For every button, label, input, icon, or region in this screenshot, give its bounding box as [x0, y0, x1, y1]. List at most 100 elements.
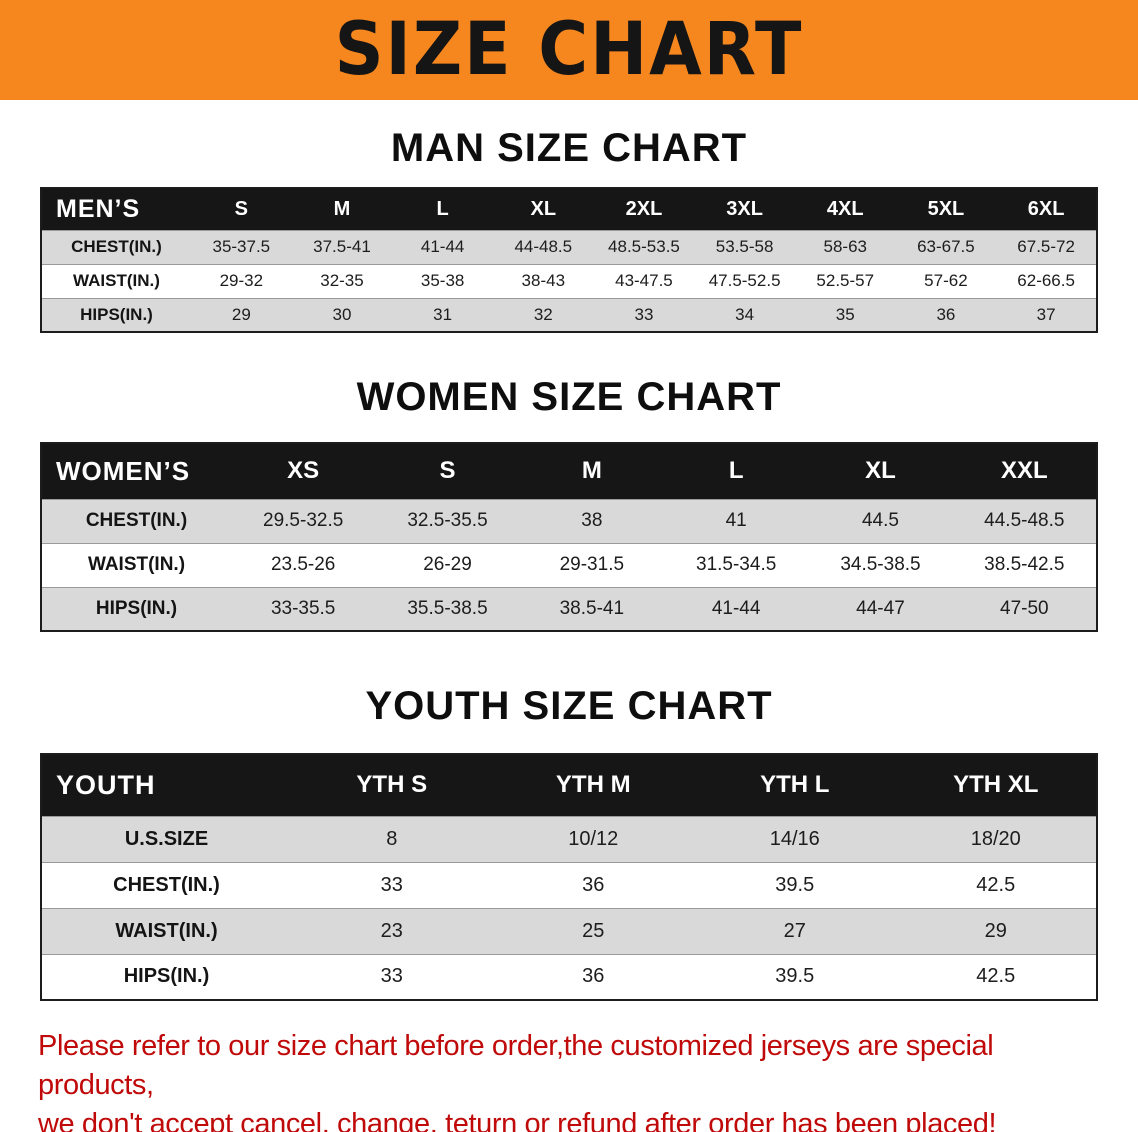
table-row: HIPS(IN.) 33-35.5 35.5-38.5 38.5-41 41-44 44-…	[41, 587, 1097, 631]
size-column-header: XL	[865, 457, 896, 485]
size-column-header: 6XL	[1027, 197, 1065, 220]
size-value-cell: 42.5	[976, 965, 1016, 988]
size-value-cell: 35-37.5	[212, 237, 271, 256]
women-size-chart-heading: WOMEN SIZE CHART	[356, 375, 782, 419]
row-label: U.S.SIZE	[124, 827, 209, 850]
size-value-cell: 32	[533, 304, 553, 324]
size-value-cell: 35.5-38.5	[407, 597, 488, 619]
size-value-cell: 41-44	[420, 237, 465, 256]
disclaimer-line-2: we don't accept cancel, change, teturn o…	[38, 1108, 997, 1132]
size-value-cell: 44.5-48.5	[984, 510, 1065, 531]
size-value-cell: 30	[332, 304, 352, 324]
size-value-cell: 31.5-34.5	[696, 554, 777, 575]
table-row: HIPS(IN.) 33 36 39.5 42.5	[41, 954, 1097, 1000]
size-value-cell: 34	[735, 304, 755, 324]
size-value-cell: 44-48.5	[514, 237, 573, 256]
table-row: HIPS(IN.) 29 30 31 32 33 34 35 36 37	[41, 298, 1097, 332]
size-column-header: XS	[287, 457, 320, 485]
size-value-cell: 33-35.5	[270, 597, 336, 619]
size-value-cell: 35-38	[420, 271, 465, 290]
size-column-header: YTH L	[760, 771, 830, 799]
size-value-cell: 38	[581, 510, 603, 531]
table-row: U.S.SIZE 8 10/12 14/16 18/20	[41, 816, 1097, 862]
size-value-cell: 36	[936, 304, 956, 324]
size-value-cell: 32.5-35.5	[407, 510, 488, 531]
table-row: WAIST(IN.) 23.5-26 26-29 29-31.5 31.5-34.5 34…	[41, 543, 1097, 587]
size-value-cell: 27	[783, 919, 806, 942]
row-label: WAIST(IN.)	[87, 554, 186, 575]
youth-size-chart-heading: YOUTH SIZE CHART	[365, 684, 773, 728]
size-value-cell: 62-66.5	[1017, 271, 1075, 290]
size-value-cell: 47.5-52.5	[708, 271, 781, 290]
table-corner-label: YOUTH	[56, 769, 156, 800]
size-chart-title: SIZE CHART	[334, 6, 804, 93]
mens-size-table: MEN’S S M L XL 2XL 3XL 4XL 5XL 6XL CHEST(IN.) 35-37…	[40, 187, 1098, 333]
size-value-cell: 67.5-72	[1017, 237, 1075, 256]
row-label: WAIST(IN.)	[115, 919, 218, 942]
size-value-cell: 38-43	[521, 271, 566, 290]
disclaimer-line-1: Please refer to our size chart before or…	[38, 1030, 994, 1102]
size-value-cell: 57-62	[924, 271, 968, 290]
size-value-cell: 10/12	[568, 827, 619, 850]
size-value-cell: 29-32	[219, 271, 264, 290]
row-label: HIPS(IN.)	[95, 597, 178, 619]
youth-size-table: YOUTH YTH S YTH M YTH L YTH XL U.S.SIZE 8 10/12…	[40, 753, 1098, 1001]
row-label: CHEST(IN.)	[71, 237, 162, 256]
size-column-header: XXL	[1000, 457, 1048, 485]
row-label: CHEST(IN.)	[113, 873, 220, 896]
size-value-cell: 25	[582, 919, 605, 942]
size-column-header: S	[439, 457, 456, 485]
table-header-row: YOUTH YTH S YTH M YTH L YTH XL	[41, 754, 1097, 816]
table-row: WAIST(IN.) 23 25 27 29	[41, 908, 1097, 954]
size-value-cell: 37.5-41	[313, 237, 371, 256]
table-header-row: WOMEN’S XS S M L XL XXL	[41, 443, 1097, 499]
size-value-cell: 33	[634, 304, 654, 324]
row-label: HIPS(IN.)	[80, 304, 153, 324]
size-value-cell: 36	[582, 965, 605, 988]
size-value-cell: 8	[386, 827, 398, 850]
size-value-cell: 38.5-41	[559, 597, 625, 619]
size-value-cell: 29	[231, 304, 251, 324]
size-column-header: M	[581, 457, 602, 485]
table-row: CHEST(IN.) 33 36 39.5 42.5	[41, 862, 1097, 908]
table-row: CHEST(IN.) 35-37.5 37.5-41 41-44 44-48.5 48.5…	[41, 230, 1097, 264]
size-value-cell: 38.5-42.5	[984, 554, 1065, 575]
size-column-header: YTH S	[356, 771, 428, 799]
size-value-cell: 34.5-38.5	[840, 554, 921, 575]
size-value-cell: 53.5-58	[715, 237, 774, 256]
size-value-cell: 52.5-57	[816, 271, 875, 290]
size-column-header: 3XL	[726, 197, 763, 220]
table-corner-label: WOMEN’S	[56, 455, 191, 486]
size-column-header: S	[234, 197, 248, 220]
size-value-cell: 44-47	[856, 597, 905, 619]
size-value-cell: 39.5	[775, 965, 815, 988]
size-column-header: YTH XL	[953, 771, 1039, 799]
man-size-chart-heading: MAN SIZE CHART	[390, 126, 748, 170]
size-column-header: XL	[530, 197, 557, 220]
table-row: CHEST(IN.) 29.5-32.5 32.5-35.5 38 41 44.5 44.5…	[41, 499, 1097, 543]
table-row: WAIST(IN.) 29-32 32-35 35-38 38-43 43-47.5 47.…	[41, 264, 1097, 298]
size-value-cell: 18/20	[970, 827, 1021, 850]
size-value-cell: 47-50	[1000, 597, 1049, 619]
size-value-cell: 39.5	[775, 873, 815, 896]
size-column-header: M	[333, 197, 351, 220]
womens-size-table: WOMEN’S XS S M L XL XXL CHEST(IN.) 29.5-32.5 32.5…	[40, 442, 1098, 632]
size-value-cell: 41-44	[711, 597, 761, 619]
size-value-cell: 26-29	[423, 554, 472, 575]
size-value-cell: 44.5	[861, 510, 899, 531]
row-label: WAIST(IN.)	[73, 271, 160, 290]
size-value-cell: 33	[380, 873, 403, 896]
size-column-header: 4XL	[826, 197, 864, 220]
size-value-cell: 43-47.5	[615, 271, 673, 290]
disclaimer: Please refer to our size chart before or…	[38, 1027, 1100, 1132]
size-column-header: 2XL	[625, 197, 663, 220]
size-value-cell: 23.5-26	[270, 554, 336, 575]
size-value-cell: 37	[1036, 304, 1056, 324]
size-column-header: L	[436, 197, 449, 220]
size-value-cell: 35	[835, 304, 855, 324]
row-label: CHEST(IN.)	[85, 510, 188, 531]
size-value-cell: 31	[433, 304, 453, 324]
size-value-cell: 63-67.5	[917, 237, 975, 256]
size-value-cell: 23	[380, 919, 403, 942]
table-header-row: MEN’S S M L XL 2XL 3XL 4XL 5XL 6XL	[41, 188, 1097, 230]
